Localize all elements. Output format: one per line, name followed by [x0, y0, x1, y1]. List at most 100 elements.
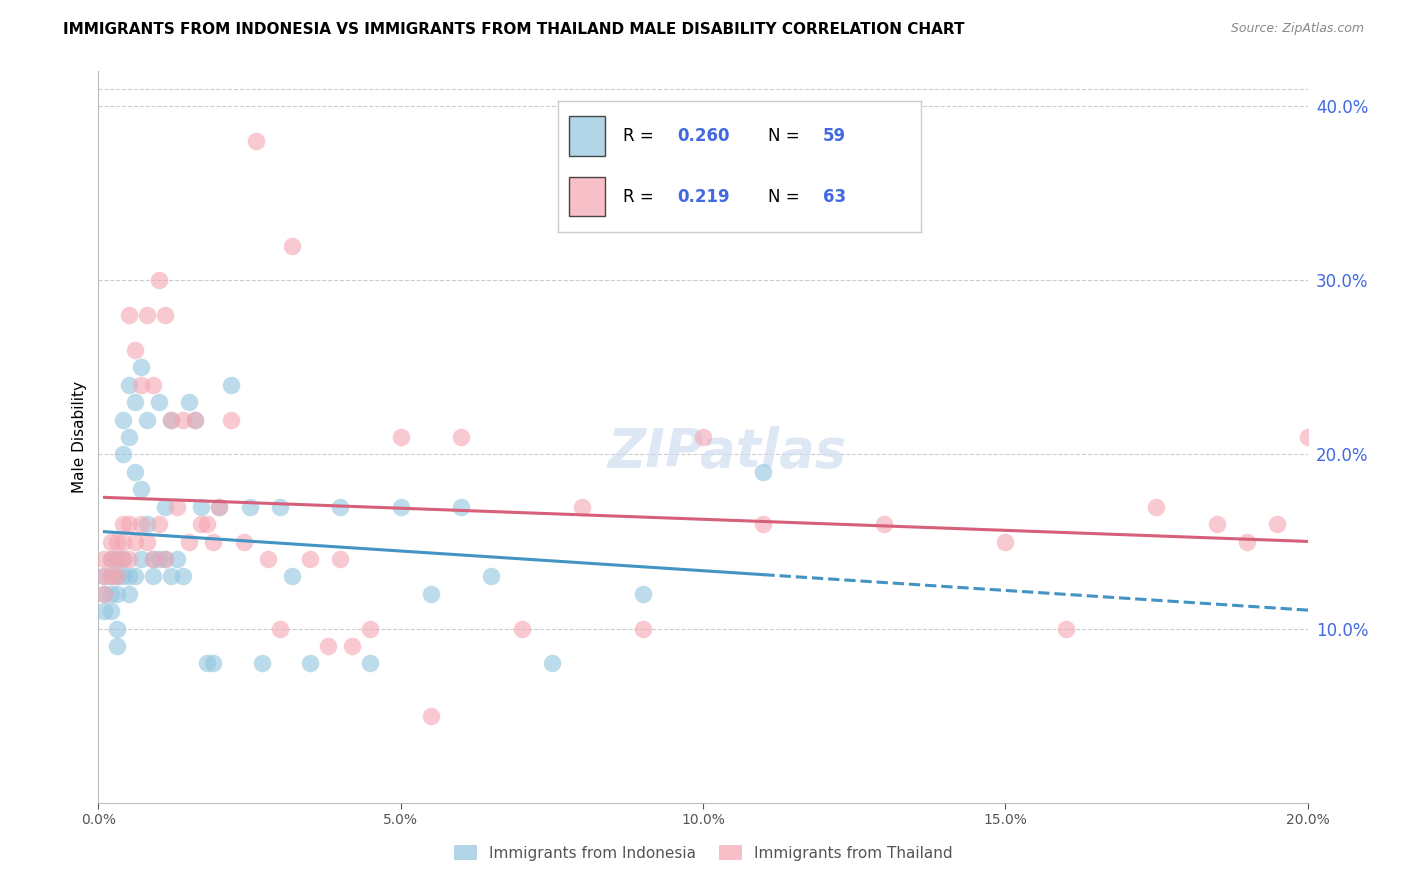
Point [100, 552, 122, 566]
Point [420, 587, 443, 601]
Point [631, 622, 654, 636]
Text: IMMIGRANTS FROM INDONESIA VS IMMIGRANTS FROM THAILAND MALE DISABILITY CORRELATIO: IMMIGRANTS FROM INDONESIA VS IMMIGRANTS … [63, 22, 965, 37]
Point [93, 587, 115, 601]
Y-axis label: Male Disability: Male Disability [72, 381, 87, 493]
Point [148, 552, 170, 566]
Point [195, 517, 218, 532]
Point [124, 534, 146, 549]
Point [105, 587, 128, 601]
Point [124, 569, 146, 583]
Point [93, 552, 115, 566]
Point [232, 534, 254, 549]
Text: Source: ZipAtlas.com: Source: ZipAtlas.com [1230, 22, 1364, 36]
Point [93, 604, 115, 618]
Point [208, 500, 231, 514]
Point [184, 412, 207, 426]
Point [250, 657, 273, 671]
Point [1054, 622, 1077, 636]
Point [221, 377, 243, 392]
Point [389, 500, 412, 514]
Point [450, 500, 472, 514]
Point [184, 412, 207, 426]
Point [129, 360, 152, 375]
Point [316, 639, 339, 653]
Point [142, 569, 165, 583]
Point [202, 534, 225, 549]
Point [129, 517, 152, 532]
Point [100, 587, 122, 601]
Point [631, 587, 654, 601]
Point [269, 500, 291, 514]
Point [105, 622, 128, 636]
Point [111, 412, 134, 426]
Point [129, 483, 152, 497]
Point [195, 657, 218, 671]
Point [299, 552, 322, 566]
Point [118, 308, 141, 322]
Point [172, 412, 194, 426]
Point [329, 500, 352, 514]
Point [269, 622, 291, 636]
Point [124, 465, 146, 479]
Point [873, 517, 896, 532]
Point [208, 500, 231, 514]
Point [135, 517, 157, 532]
Point [166, 552, 188, 566]
Point [153, 552, 176, 566]
Point [135, 534, 157, 549]
Point [342, 639, 364, 653]
Point [105, 569, 128, 583]
Point [179, 395, 201, 409]
Point [481, 569, 503, 583]
Point [129, 377, 152, 392]
Point [135, 308, 157, 322]
Text: ZIPatlas: ZIPatlas [607, 425, 846, 478]
Point [245, 134, 267, 148]
Point [105, 552, 128, 566]
Point [256, 552, 278, 566]
Point [1144, 500, 1167, 514]
Point [160, 412, 183, 426]
Point [100, 552, 122, 566]
Legend: Immigrants from Indonesia, Immigrants from Thailand: Immigrants from Indonesia, Immigrants fr… [446, 837, 960, 868]
Point [1206, 517, 1229, 532]
Point [148, 395, 170, 409]
Point [118, 552, 141, 566]
Point [752, 465, 775, 479]
Point [166, 500, 188, 514]
Point [450, 430, 472, 444]
Point [100, 534, 122, 549]
Point [118, 569, 141, 583]
Point [111, 517, 134, 532]
Point [420, 708, 443, 723]
Point [153, 500, 176, 514]
Point [100, 569, 122, 583]
Point [111, 552, 134, 566]
Point [281, 238, 304, 252]
Point [692, 430, 714, 444]
Point [360, 622, 382, 636]
Point [360, 657, 382, 671]
Point [329, 552, 352, 566]
Point [153, 552, 176, 566]
Point [299, 657, 322, 671]
Point [540, 657, 562, 671]
Point [190, 500, 212, 514]
Point [221, 412, 243, 426]
Point [111, 552, 134, 566]
Point [124, 343, 146, 357]
Point [179, 534, 201, 549]
Point [111, 448, 134, 462]
Point [160, 412, 183, 426]
Point [172, 569, 194, 583]
Point [148, 517, 170, 532]
Point [124, 395, 146, 409]
Point [105, 569, 128, 583]
Point [105, 552, 128, 566]
Point [202, 657, 225, 671]
Point [111, 534, 134, 549]
Point [239, 500, 262, 514]
Point [142, 552, 165, 566]
Point [571, 500, 593, 514]
Point [100, 569, 122, 583]
